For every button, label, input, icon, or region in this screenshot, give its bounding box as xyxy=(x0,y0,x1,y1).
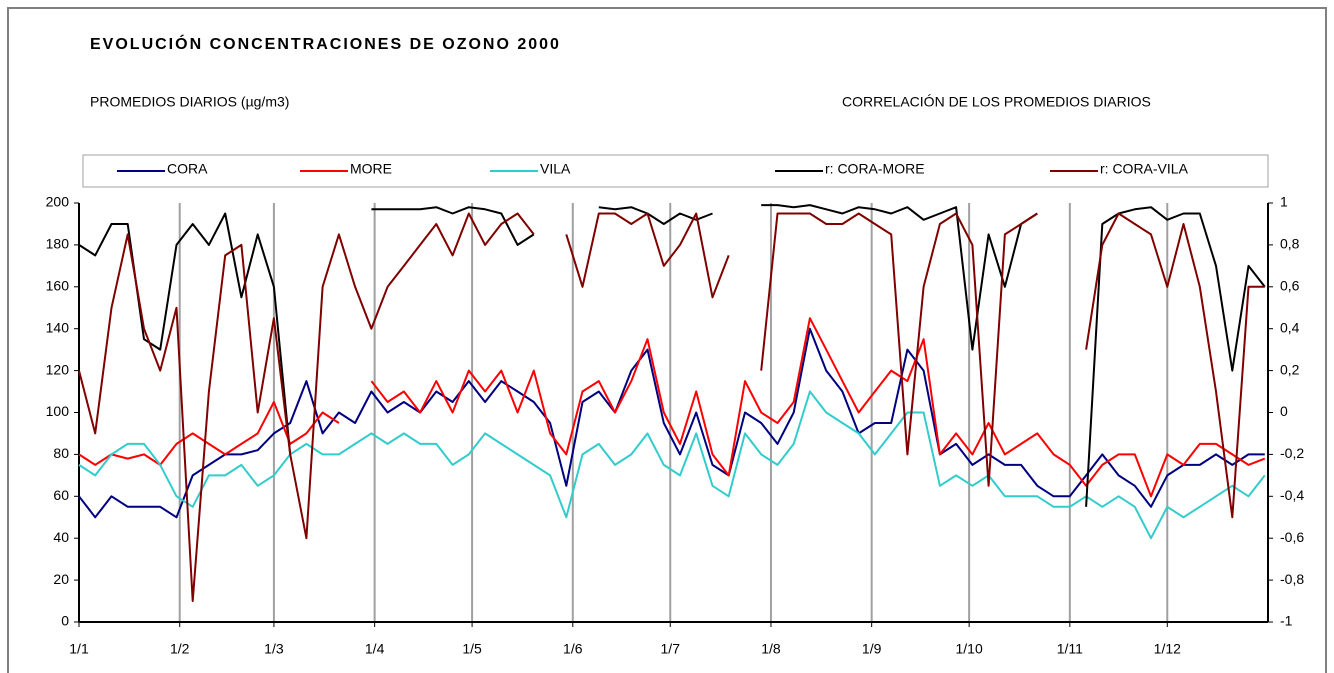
legend-label: CORA xyxy=(167,161,208,177)
y-tick-label: 180 xyxy=(46,236,70,252)
x-tick-label: 1/2 xyxy=(170,641,190,657)
y-tick-label: 80 xyxy=(53,445,69,461)
series-line xyxy=(78,317,1266,498)
x-tick-label: 1/1 xyxy=(69,641,89,657)
y-tick-label: 100 xyxy=(46,403,70,419)
legend-label: MORE xyxy=(350,161,392,177)
y-tick-label: 40 xyxy=(53,529,69,545)
y2-tick-label: 0,6 xyxy=(1280,278,1300,294)
chart-title: EVOLUCIÓN CONCENTRACIONES DE OZONO 2000 xyxy=(90,34,561,53)
x-tick-label: 1/5 xyxy=(462,641,482,657)
series-line xyxy=(78,212,1265,602)
y2-tick-label: 0 xyxy=(1280,403,1288,419)
series-line xyxy=(78,204,1266,507)
y-tick-label: 120 xyxy=(46,361,70,377)
y-tick-label: 20 xyxy=(53,571,69,587)
frame xyxy=(7,7,1327,673)
y2-tick-label: -1 xyxy=(1280,613,1293,629)
y2-tick-label: 0,8 xyxy=(1280,236,1300,252)
legend-label: VILA xyxy=(540,161,571,177)
y-tick-label: 140 xyxy=(46,319,70,335)
x-tick-label: 1/3 xyxy=(264,641,284,657)
y-tick-label: 0 xyxy=(61,613,69,629)
legend-label: r: CORA-VILA xyxy=(1100,161,1189,177)
y-tick-label: 160 xyxy=(46,278,70,294)
y2-tick-label: 0,4 xyxy=(1280,319,1300,335)
x-tick-label: 1/10 xyxy=(956,641,983,657)
x-tick-label: 1/11 xyxy=(1057,641,1083,657)
legend-label: r: CORA-MORE xyxy=(825,161,925,177)
y-tick-label: 200 xyxy=(46,194,70,210)
x-tick-label: 1/4 xyxy=(365,641,385,657)
subtitle-right: CORRELACIÓN DE LOS PROMEDIOS DIARIOS xyxy=(842,94,1151,110)
series-line xyxy=(78,327,1265,519)
series-line xyxy=(78,390,1266,540)
y2-tick-label: -0,2 xyxy=(1280,445,1304,461)
y2-tick-label: -0,4 xyxy=(1280,487,1304,503)
y2-tick-label: -0,8 xyxy=(1280,571,1304,587)
y2-tick-label: -0,6 xyxy=(1280,529,1304,545)
y2-tick-label: 1 xyxy=(1280,194,1288,210)
y-tick-label: 60 xyxy=(53,487,69,503)
x-tick-label: 1/7 xyxy=(661,641,681,657)
x-tick-label: 1/9 xyxy=(862,641,882,657)
y2-tick-label: 0,2 xyxy=(1280,361,1300,377)
x-tick-label: 1/8 xyxy=(761,641,781,657)
subtitle: PROMEDIOS DIARIOS (µg/m3) xyxy=(90,94,289,110)
x-tick-label: 1/12 xyxy=(1154,641,1181,657)
x-tick-label: 1/6 xyxy=(563,641,583,657)
